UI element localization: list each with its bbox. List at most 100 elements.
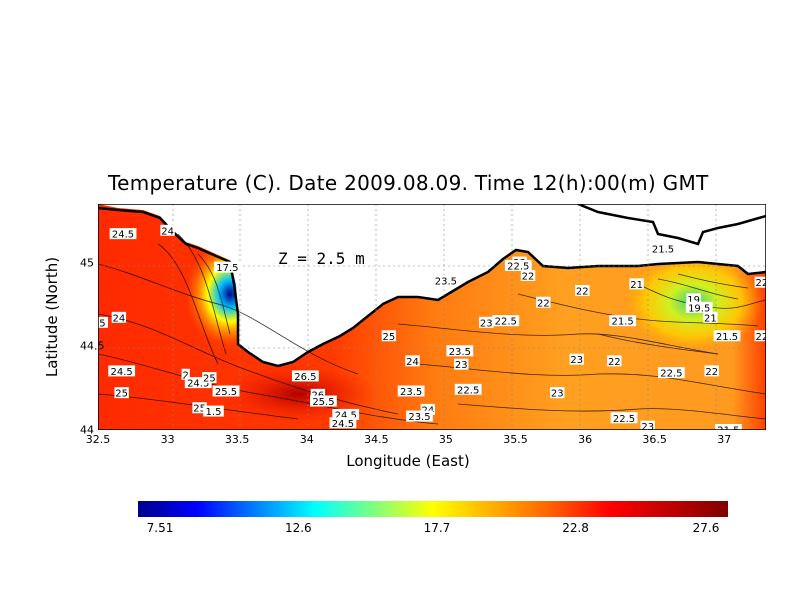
contour-label: 25 bbox=[192, 402, 207, 415]
contour-label-text: 23.5 bbox=[435, 277, 457, 288]
contour-label-box bbox=[109, 228, 137, 240]
contour-label-box bbox=[98, 316, 108, 328]
contour-label-text: 24 bbox=[113, 313, 126, 324]
contour-label-box bbox=[454, 383, 482, 395]
contour-label-text: 21.5 bbox=[652, 245, 674, 256]
contour-label-text: 23 bbox=[480, 318, 493, 329]
contour-label-text: 24.5 bbox=[332, 419, 354, 430]
contour-label-text: 22 bbox=[705, 367, 718, 378]
contour-label-box bbox=[479, 316, 494, 328]
x-tick-label: 33.5 bbox=[224, 433, 250, 446]
contour-label: 24.5 bbox=[184, 377, 212, 390]
contour-label-text: 23.5 bbox=[449, 347, 471, 358]
contour-label: 21.5 bbox=[649, 243, 677, 256]
contour-label-text: 25.5 bbox=[312, 397, 334, 408]
contour-label-text: 25.5 bbox=[215, 387, 237, 398]
contour-label-text: 22 bbox=[522, 271, 535, 282]
grid-lines bbox=[98, 204, 766, 430]
contour-label-box bbox=[405, 355, 420, 367]
contour-label: 22 bbox=[607, 355, 622, 368]
contour-label: 21 bbox=[629, 278, 644, 291]
contour-label-box bbox=[310, 388, 326, 400]
coastline bbox=[98, 206, 766, 368]
contour-label-box bbox=[550, 387, 565, 399]
contour-label-box bbox=[202, 372, 217, 384]
contour-labels: 24.52417.5.52424.525224.52525.5251.526.5… bbox=[98, 224, 766, 430]
contour-label: 22 bbox=[704, 365, 719, 378]
contour-label-text: 24 bbox=[161, 226, 174, 237]
contour-label-box bbox=[329, 417, 357, 429]
contour-label: 21.5 bbox=[713, 330, 741, 343]
contour-label-text: 21 bbox=[630, 280, 643, 291]
contour-label: 23 bbox=[454, 358, 469, 371]
contour-label: 21.5 bbox=[715, 424, 742, 430]
contour-label: 23.5 bbox=[432, 275, 460, 288]
temperature-map: Z = 2.5 m 24.52417.5.52424.525224.52525.… bbox=[98, 204, 766, 430]
contour-label-box bbox=[575, 285, 590, 297]
contour-label: 25 bbox=[381, 330, 397, 343]
contour-label-box bbox=[704, 365, 719, 377]
x-tick-label: 34 bbox=[299, 433, 314, 446]
contour-label-box bbox=[520, 269, 536, 281]
contour-label-text: 19.5 bbox=[688, 303, 710, 314]
contour-label: 22.5 bbox=[610, 412, 638, 425]
contour-label-text: 21.5 bbox=[717, 426, 739, 431]
contour-label-box bbox=[649, 243, 677, 255]
contour-label-text: 23 bbox=[570, 355, 583, 366]
contour-label-box bbox=[114, 387, 129, 399]
x-tick-label: 37 bbox=[717, 433, 732, 446]
contour-label: 2 bbox=[181, 368, 190, 381]
contour-label-box bbox=[160, 224, 175, 236]
contour-label-box bbox=[214, 261, 241, 273]
contour-label-box bbox=[685, 301, 713, 313]
contour-label-text: 25 bbox=[382, 332, 395, 343]
contour-label-box bbox=[181, 368, 190, 380]
x-tick-label: 35 bbox=[438, 433, 453, 446]
contour-label-text: 24 bbox=[406, 357, 419, 368]
contour-label-text: 23 bbox=[641, 422, 654, 430]
contour-label-text: 24.5 bbox=[112, 230, 134, 241]
contour-label-box bbox=[332, 408, 360, 420]
colorbar-fill bbox=[138, 501, 728, 517]
contour-label-box bbox=[686, 293, 701, 305]
contour-label: 23 bbox=[479, 316, 494, 329]
contour-label-text: 22.5 bbox=[457, 385, 479, 396]
contour-label-box bbox=[754, 276, 766, 288]
contour-label: 24 bbox=[405, 355, 420, 368]
contour-label: 22 bbox=[754, 330, 766, 343]
chart-title: Temperature (C). Date 2009.08.09. Time 1… bbox=[108, 171, 709, 195]
colorbar bbox=[138, 501, 728, 517]
contour-label-text: 22.5 bbox=[495, 317, 517, 328]
x-tick-label: 34.5 bbox=[364, 433, 389, 446]
contour-label-text: 17.5 bbox=[216, 263, 238, 274]
contour-label-box bbox=[184, 377, 212, 389]
contour-label-box bbox=[504, 259, 532, 271]
contour-label-box bbox=[536, 296, 551, 308]
contour-label: 26.5 bbox=[291, 370, 319, 383]
contour-label: 22.5 bbox=[492, 315, 520, 328]
contour-label: 24.5 bbox=[329, 417, 357, 430]
contour-label: 19.5 bbox=[685, 301, 713, 314]
contour-label-text: 22.5 bbox=[507, 261, 529, 272]
contour-label-box bbox=[212, 385, 240, 397]
contour-label: 21.5 bbox=[609, 315, 637, 328]
contour-label: 23 bbox=[569, 353, 584, 366]
x-tick-label: 36 bbox=[578, 433, 593, 446]
contour-label: 25 bbox=[114, 387, 129, 400]
contour-label: 25.5 bbox=[310, 395, 337, 408]
contour-label-box bbox=[310, 395, 337, 407]
contour-label: 23.5 bbox=[406, 410, 433, 423]
y-tick-label: 44.5 bbox=[80, 339, 105, 353]
contour-label-text: 22.5 bbox=[613, 414, 635, 425]
contour-label: .5 bbox=[98, 316, 108, 329]
contour-label: 25 bbox=[202, 372, 217, 385]
contour-label-text: 22 bbox=[537, 298, 550, 309]
contour-label: 22 bbox=[754, 276, 766, 289]
contour-label: 24.5 bbox=[332, 408, 360, 421]
contour-lines bbox=[98, 233, 766, 425]
contour-label-text: 23.5 bbox=[408, 412, 430, 423]
contour-label-text: 21.5 bbox=[612, 317, 634, 328]
contour-label-text: 22 bbox=[755, 332, 766, 343]
contour-label-box bbox=[754, 330, 766, 342]
contour-label-text: 25 bbox=[193, 404, 206, 415]
